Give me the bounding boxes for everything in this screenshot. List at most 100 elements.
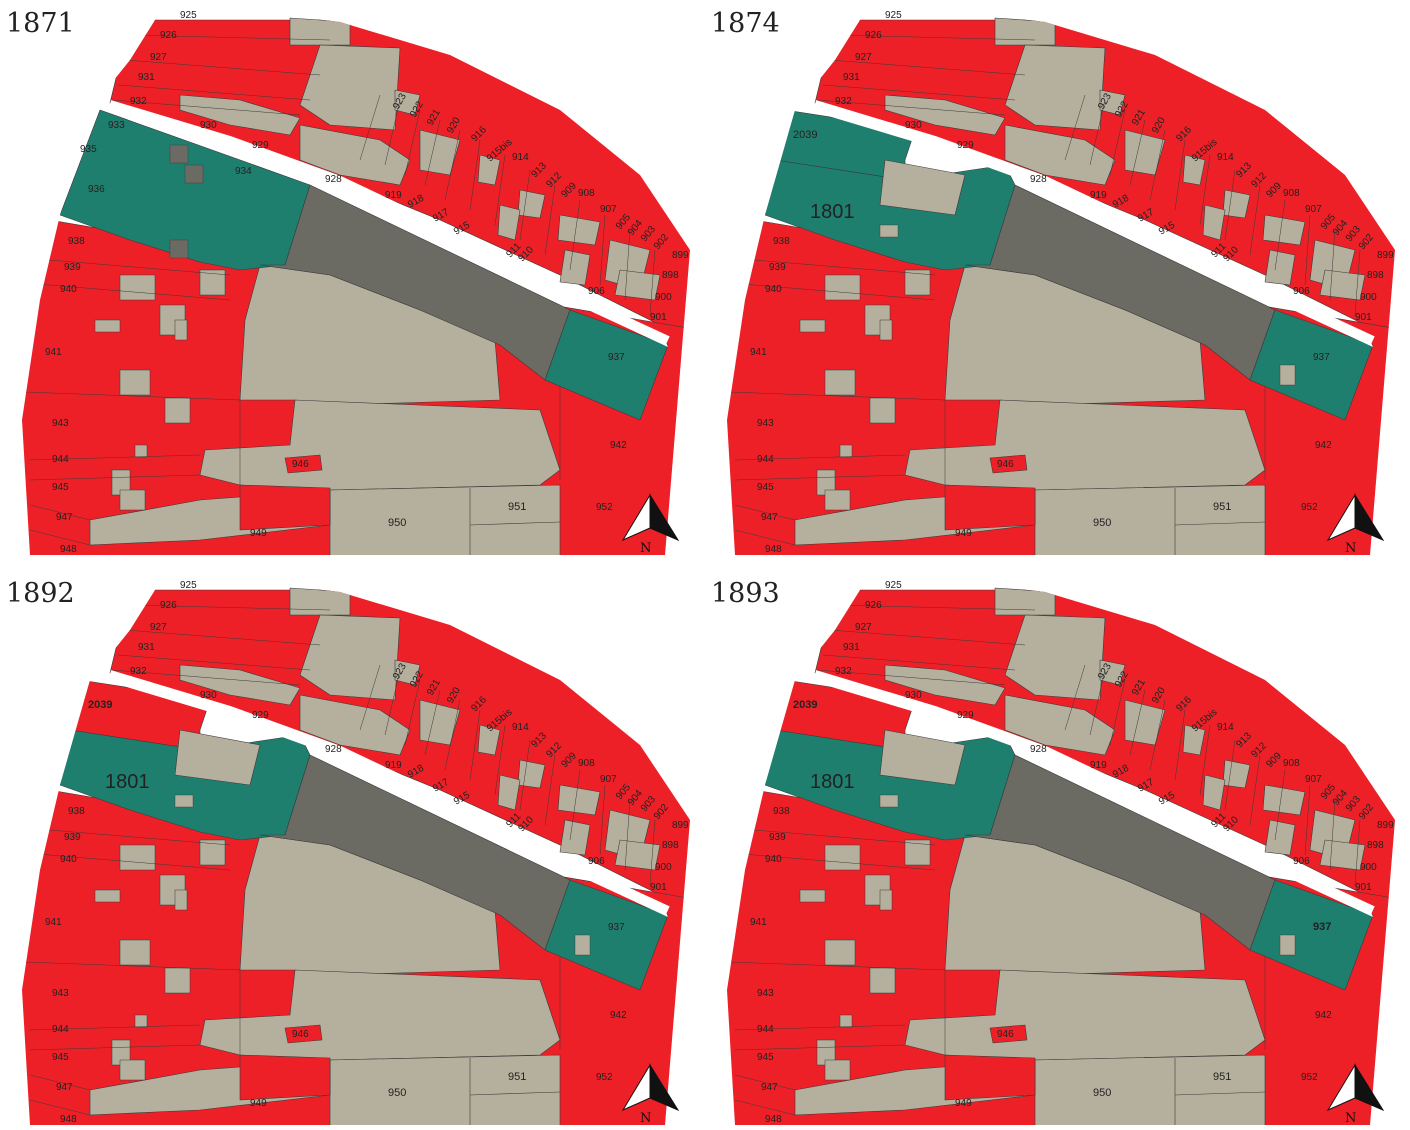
building [119, 1059, 146, 1081]
parcel-label-938: 938 [773, 806, 790, 817]
building [614, 839, 661, 871]
parcel-boundary [734, 1024, 906, 1031]
parcel-label-926: 926 [865, 30, 882, 41]
parcel-label-899: 899 [1377, 820, 1394, 831]
parcel-label-941: 941 [750, 347, 767, 358]
parcel-label-933: 933 [108, 120, 125, 131]
parcel-boundary [1089, 669, 1106, 736]
parcel-label-946: 946 [292, 459, 309, 470]
parcel-boundary [117, 84, 311, 101]
parcel-label-949: 949 [955, 528, 972, 539]
parcel-label-937: 937 [1313, 921, 1331, 933]
parcel-label-919: 919 [385, 190, 402, 201]
parcel-label-950: 950 [1093, 517, 1111, 529]
parcel-label-950: 950 [388, 517, 406, 529]
parcel-dark [964, 754, 1276, 951]
parcel-boundary [569, 199, 581, 271]
parcel-label-937: 937 [1313, 352, 1330, 363]
parcel-boundary [1129, 119, 1146, 186]
parcel-label-931: 931 [843, 72, 860, 83]
parcel-boundary [29, 1074, 91, 1091]
parcel-946 [284, 1024, 323, 1044]
building [879, 729, 966, 786]
parcel-label-951: 951 [508, 501, 526, 513]
parcel-boundary [734, 504, 796, 521]
parcel-label-919: 919 [385, 760, 402, 771]
parcel-label-925: 925 [885, 580, 902, 591]
parcel-label-908: 908 [1283, 758, 1300, 769]
parcel-label-928: 928 [325, 174, 342, 185]
map-panel-1892: 925 926 927 931 932 930 929 928 919 918 917 915 923 9… [0, 570, 700, 1130]
parcel-label-898: 898 [662, 840, 679, 851]
parcel-label-914: 914 [512, 152, 529, 163]
building [557, 214, 601, 246]
parcel-label-943: 943 [757, 988, 774, 999]
parcel-label-925: 925 [885, 10, 902, 21]
parcel-boundary [29, 1024, 201, 1031]
parcel-937-teal [1249, 309, 1374, 421]
parcel-boundary [734, 454, 906, 461]
parcel-boundary [1304, 784, 1311, 856]
parcel-boundary [24, 961, 241, 971]
building [904, 269, 931, 296]
parcel-label-898: 898 [662, 270, 679, 281]
parcel-label-1801: 1801 [810, 771, 855, 793]
map-panel-1893: 925 926 927 931 932 930 929 928 919 918 917 915 923 9… [705, 570, 1405, 1130]
parcel-boundary [1354, 819, 1361, 886]
parcel-label-948: 948 [60, 544, 77, 555]
parcel-950-951 [329, 1054, 561, 1125]
parcel-label-928: 928 [1030, 744, 1047, 755]
parcel-label-930: 930 [905, 690, 922, 701]
parcel-boundary [1224, 739, 1236, 811]
year-label: 1871 [6, 8, 75, 39]
street [108, 100, 670, 344]
building [517, 759, 546, 789]
building [574, 934, 591, 956]
parcel-boundary [834, 604, 1036, 611]
parcel-label-2039: 2039 [88, 699, 112, 711]
parcel-boundary [359, 94, 381, 161]
building [477, 724, 501, 756]
parcel-boundary [1174, 1091, 1266, 1096]
parcel-label-938: 938 [68, 806, 85, 817]
building [174, 889, 188, 911]
parcel-label-948: 948 [765, 544, 782, 555]
parcel-label-932: 932 [835, 96, 852, 107]
north-arrow-icon [1354, 493, 1385, 542]
parcel-label-929: 929 [252, 710, 269, 721]
building [517, 189, 546, 219]
parcel-label-939: 939 [64, 832, 81, 843]
parcel-boundary [544, 184, 556, 256]
street [813, 100, 1375, 344]
parcel-label-937: 937 [608, 352, 625, 363]
parcel-label-949: 949 [955, 1098, 972, 1109]
parcel-label-947: 947 [761, 1082, 778, 1093]
parcel-boundary [822, 84, 1016, 101]
parcel-label-939: 939 [64, 262, 81, 273]
parcel-boundary [729, 827, 936, 846]
year-label: 1874 [711, 8, 780, 39]
parcel-boundary [1249, 184, 1261, 256]
parcel-boundary [829, 59, 1026, 76]
parcel-label-899: 899 [1377, 250, 1394, 261]
year-label: 1892 [6, 578, 75, 609]
building [1099, 89, 1126, 116]
parcel-dark [964, 184, 1276, 381]
parcel-boundary [834, 34, 1036, 41]
building [184, 164, 204, 184]
building [879, 889, 893, 911]
parcel-boundary [29, 1044, 201, 1051]
north-arrow-label: N [1345, 1111, 1356, 1126]
building [497, 774, 521, 811]
parcel-boundary [494, 724, 506, 796]
parcel-boundary [24, 391, 241, 401]
north-arrow-label: N [1345, 541, 1356, 556]
north-arrow-label: N [640, 541, 651, 556]
parcel-label-939: 939 [769, 262, 786, 273]
building-large [1004, 614, 1106, 701]
parcel-boundary [729, 282, 936, 301]
building [1182, 724, 1206, 756]
street [810, 670, 1373, 917]
parcel-boundary [519, 739, 531, 811]
parcel-label-944: 944 [52, 1024, 69, 1035]
